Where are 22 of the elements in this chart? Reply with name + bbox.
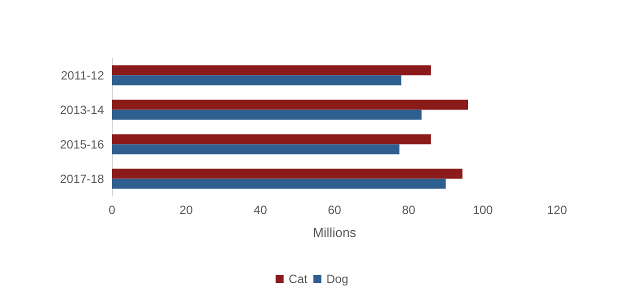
x-tick-label: 40 [254,203,268,217]
bar [112,168,462,179]
x-tick-label: 80 [402,203,416,217]
y-tick-label: 2011-12 [60,68,104,82]
bar [112,100,468,110]
legend-label: Dog [326,272,348,286]
x-axis-title: Millions [312,225,357,240]
bar [112,144,400,154]
bar [112,134,431,144]
legend-label: Cat [288,272,308,286]
bar [112,65,431,76]
x-tick-label: 0 [108,203,116,217]
bar [112,110,422,120]
x-tick-label: 100 [472,203,494,217]
y-tick-label: 2013-14 [60,102,104,117]
x-tick-label: 20 [179,203,194,217]
x-tick-label: 120 [546,203,568,217]
y-tick-label: 2017-18 [60,172,104,186]
bar [112,75,402,86]
y-tick-label: 2015-16 [60,137,104,152]
x-tick-label: 60 [328,203,342,217]
bar [112,178,446,189]
